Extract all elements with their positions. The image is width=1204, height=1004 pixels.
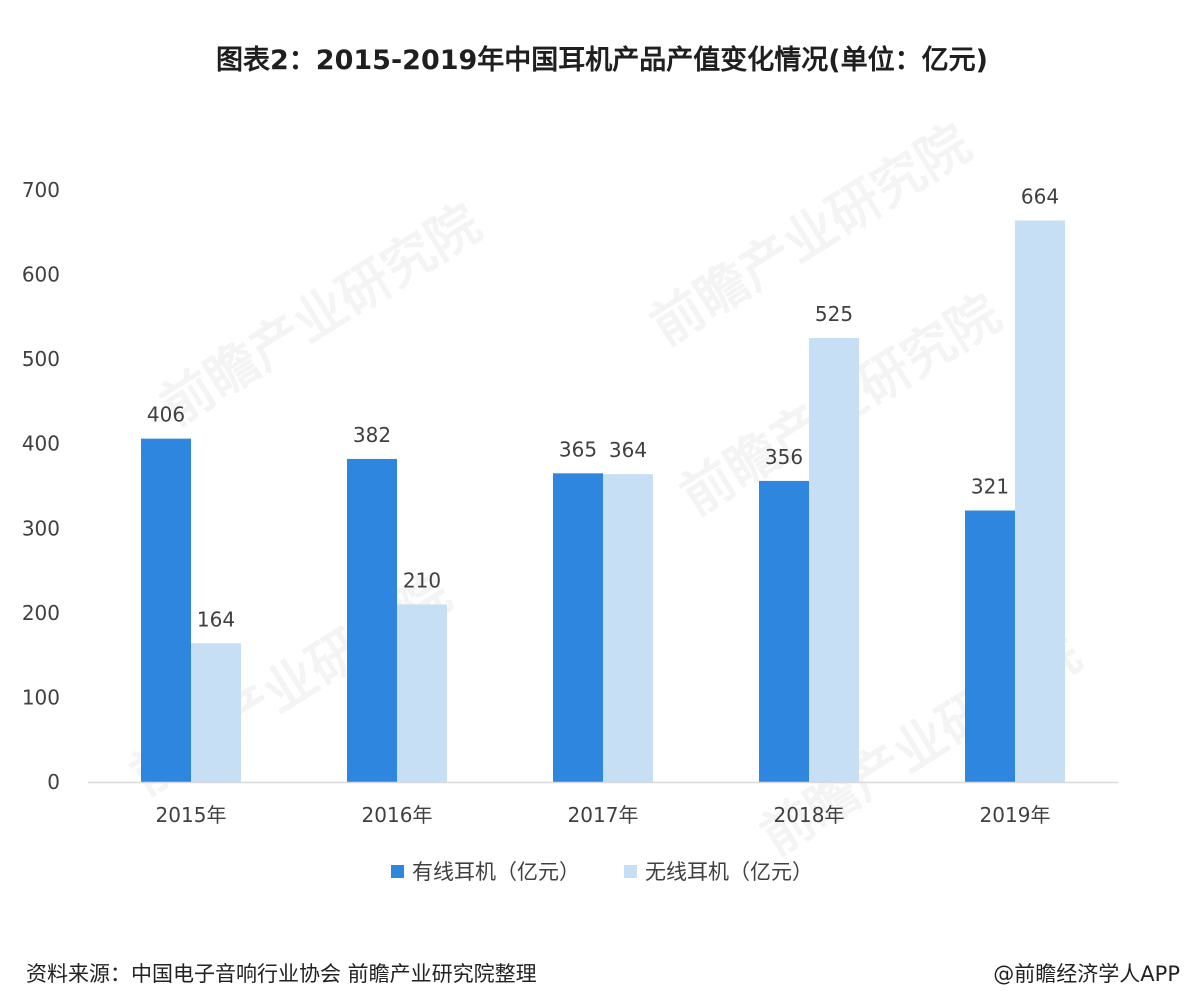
legend-label-wired: 有线耳机（亿元） (412, 860, 580, 884)
y-tick-label: 400 (22, 432, 60, 456)
y-tick-label: 0 (47, 770, 60, 794)
bar-wireless (397, 604, 447, 782)
data-label-wireless: 525 (815, 302, 853, 326)
y-tick-label: 600 (22, 263, 60, 287)
x-tick-label: 2015年 (156, 803, 227, 827)
bar-wired (965, 510, 1015, 782)
bar-wired (759, 480, 809, 782)
data-label-wired: 321 (971, 475, 1009, 499)
data-label-wired: 356 (765, 445, 803, 469)
bar-wireless (809, 338, 859, 782)
data-labels: 406 164 382 210 365 364 356 525 321 664 (147, 184, 1059, 631)
data-label-wired: 365 (559, 437, 597, 461)
bar-wired (347, 458, 397, 782)
y-tick-label: 300 (22, 516, 60, 540)
legend-swatch-wireless (624, 864, 637, 878)
chart-title: 图表2：2015-2019年中国耳机产品产值变化情况(单位：亿元) (216, 45, 988, 76)
legend: 有线耳机（亿元） 无线耳机（亿元） (0, 856, 1204, 886)
x-tick-label: 2018年 (774, 803, 845, 827)
data-label-wired: 406 (147, 403, 185, 427)
bar-marks (141, 220, 1065, 783)
watermark-text: 前瞻产业研究院 (151, 194, 491, 438)
y-axis-ticks: 0 100 200 300 400 500 600 700 (22, 178, 60, 794)
bar-wireless (191, 643, 241, 782)
data-label-wireless: 364 (609, 438, 647, 462)
legend-swatch-wired (391, 864, 404, 878)
x-tick-label: 2019年 (980, 803, 1051, 827)
y-tick-label: 500 (22, 347, 60, 371)
x-tick-label: 2016年 (362, 803, 433, 827)
bar-wired (141, 438, 191, 782)
data-label-wired: 382 (353, 423, 391, 447)
legend-item-wired[interactable]: 有线耳机（亿元） (391, 856, 580, 886)
credit-label: @前瞻经济学人APP (993, 962, 1180, 986)
data-label-wireless: 210 (403, 568, 441, 592)
x-tick-label: 2017年 (568, 803, 639, 827)
data-label-wireless: 664 (1021, 184, 1059, 208)
bar-wireless (1015, 220, 1065, 783)
y-tick-label: 700 (22, 178, 60, 202)
x-axis-ticks: 2015年 2016年 2017年 2018年 2019年 (156, 803, 1051, 827)
source-note: 资料来源：中国电子音响行业协会 前瞻产业研究院整理 (26, 962, 537, 986)
data-label-wireless: 164 (197, 607, 235, 631)
legend-label-wireless: 无线耳机（亿元） (645, 860, 813, 884)
y-tick-label: 200 (22, 601, 60, 625)
y-tick-label: 100 (22, 685, 60, 709)
bar-wireless (603, 474, 653, 782)
bar-wired (553, 473, 603, 782)
legend-item-wireless[interactable]: 无线耳机（亿元） (624, 856, 813, 886)
